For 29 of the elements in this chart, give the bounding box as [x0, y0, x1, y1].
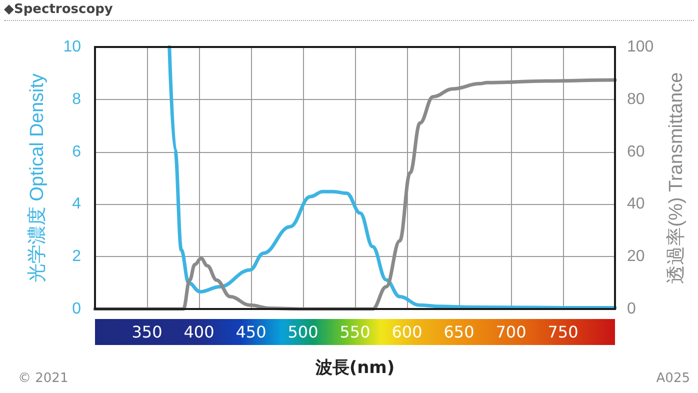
x-tick-label: 450 — [236, 322, 266, 342]
x-tick-label: 500 — [288, 322, 318, 342]
y-tick-label: 8 — [72, 90, 82, 108]
text: © 2021 — [18, 371, 68, 386]
y-tick-label: 4 — [72, 196, 82, 213]
line-series — [168, 45, 617, 310]
y2-tick-label: 60 — [627, 143, 645, 160]
y2-tick-label: 100 — [627, 38, 654, 56]
y-axis-title: 光学濃度 Optical Density — [26, 72, 48, 283]
y2-tick-label: 20 — [627, 248, 645, 266]
x-tick-label: 600 — [392, 322, 422, 342]
line-series — [93, 78, 617, 311]
y2-tick-label: 0 — [627, 300, 636, 318]
x-tick-label: 650 — [444, 322, 474, 342]
x-tick-label: 550 — [340, 322, 370, 342]
y-tick-label: 2 — [72, 248, 82, 266]
chart-title: ◆Spectroscopy — [4, 2, 694, 21]
y2-tick-label: 40 — [627, 196, 645, 213]
x-tick-label: 700 — [496, 322, 526, 342]
x-tick-label: 350 — [132, 322, 162, 342]
y-tick-label: 10 — [63, 38, 82, 56]
y-tick-label: 0 — [72, 300, 82, 318]
y-tick-label: 6 — [72, 143, 82, 160]
x-axis-title: 波長(nm) — [314, 357, 396, 379]
y2-tick-label: 80 — [627, 90, 645, 108]
text: A025 — [656, 371, 690, 386]
y2-axis-title: 透過率(%) Transmittance — [665, 72, 687, 284]
x-tick-label: 750 — [548, 322, 578, 342]
x-tick-label: 400 — [184, 322, 214, 342]
